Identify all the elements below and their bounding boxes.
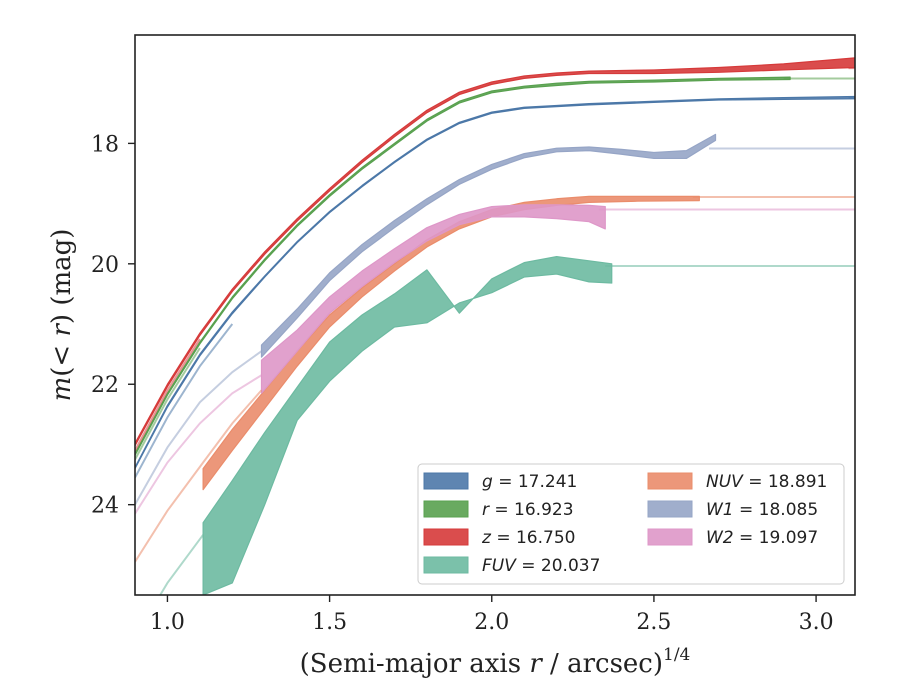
y-axis-label: m(< r) (mag) (47, 229, 77, 402)
legend-swatch-w1 (647, 500, 693, 518)
legend-label-z: z = 16.750 (481, 528, 575, 548)
legend-frame (417, 463, 845, 585)
legend-swatch-w2 (647, 528, 693, 546)
x-axis-label-suffix: / arcsec) (542, 649, 663, 679)
x-axis-label-var: r (529, 649, 543, 679)
extrapolation-line-z (135, 338, 201, 451)
y-tick-label: 18 (91, 132, 119, 157)
legend-label-nuv: NUV = 18.891 (706, 472, 827, 492)
x-tick-label: 1.5 (312, 610, 347, 635)
legend-label-w2: W2 = 19.097 (706, 528, 818, 548)
band-r (135, 76, 791, 456)
asymptote-lines (598, 67, 855, 268)
x-axis-label-prefix: (Semi-major axis (300, 649, 530, 679)
x-tick-label: 3.0 (799, 610, 834, 635)
band-g (135, 95, 855, 470)
extrapolation-line-w1 (135, 350, 263, 506)
y-axis-ticks: 18 20 22 24 (91, 132, 135, 519)
x-axis-ticks: 1.0 1.5 2.0 2.5 3.0 (150, 595, 834, 635)
band-fuv (202, 255, 613, 595)
extrapolation-line-nuv (135, 389, 263, 563)
legend-swatch-nuv (647, 472, 693, 490)
x-tick-label: 1.0 (150, 610, 185, 635)
legend-label-r: r = 16.923 (482, 500, 574, 520)
legend: g = 17.241 r = 16.923 z = 16.750 FUV = 20.0… (417, 463, 845, 585)
legend-swatch-r (423, 500, 469, 518)
legend-swatch-g (423, 472, 469, 490)
legend-label-w1: W1 = 18.085 (706, 500, 818, 520)
band-nuv (202, 195, 700, 491)
y-tick-label: 22 (91, 373, 119, 398)
extrapolation-line-g (135, 323, 234, 479)
legend-swatch-fuv (423, 556, 469, 574)
plot-frame (134, 34, 856, 596)
band-w1 (260, 133, 717, 358)
x-tick-label: 2.5 (636, 610, 671, 635)
extrapolation-line-r (135, 347, 201, 460)
y-tick-label: 24 (91, 494, 119, 519)
extrapolation-line-fuv (159, 534, 204, 595)
legend-label-g: g = 17.241 (482, 472, 577, 492)
y-tick-label: 20 (91, 253, 119, 278)
x-axis-label: (Semi-major axis r / arcsec)1/4 (300, 645, 691, 679)
extrapolation-line-w2 (135, 374, 263, 515)
legend-label-fuv: FUV = 20.037 (482, 556, 600, 576)
band-z (135, 57, 855, 447)
legend-swatch-z (423, 528, 469, 546)
extrapolation-lines (135, 323, 263, 595)
series-bands (135, 57, 855, 595)
x-axis-label-superscript: 1/4 (663, 645, 690, 665)
x-tick-label: 2.0 (474, 610, 509, 635)
band-w2 (260, 204, 606, 394)
